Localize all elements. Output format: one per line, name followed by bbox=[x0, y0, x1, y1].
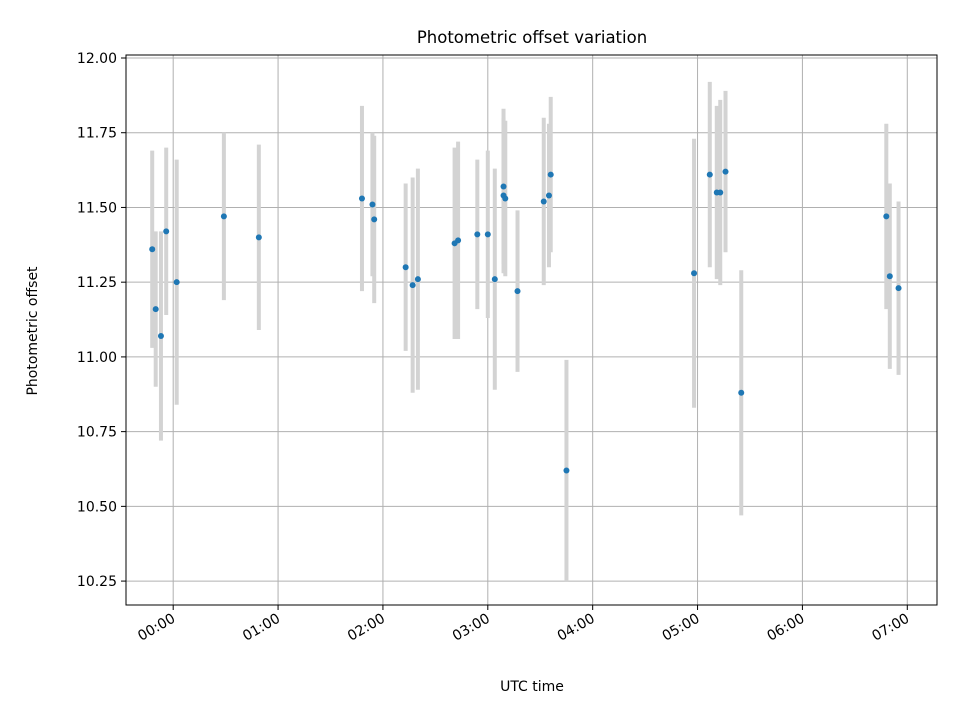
data-point bbox=[455, 237, 462, 244]
data-point bbox=[369, 201, 376, 208]
grid bbox=[126, 55, 937, 605]
data-point bbox=[883, 213, 890, 220]
y-axis-ticks: 10.25 10.50 10.75 11.00 11.25 11.50 11.75 12.00 bbox=[77, 51, 126, 590]
data-point bbox=[886, 273, 893, 280]
data-point bbox=[717, 189, 724, 196]
data-point bbox=[706, 171, 713, 178]
y-tick-label: 11.00 bbox=[77, 350, 117, 366]
x-axis-label: UTC time bbox=[500, 679, 564, 695]
data-point bbox=[491, 276, 498, 283]
data-point bbox=[514, 288, 521, 295]
data-point bbox=[152, 306, 159, 313]
data-point bbox=[149, 246, 156, 253]
data-point bbox=[540, 198, 547, 205]
data-point bbox=[220, 213, 227, 220]
data-point bbox=[484, 231, 491, 238]
data-point bbox=[500, 183, 507, 190]
data-point bbox=[163, 228, 170, 235]
data-point bbox=[173, 279, 180, 286]
data-point bbox=[358, 195, 365, 202]
y-tick-label: 11.75 bbox=[77, 126, 117, 142]
data-point bbox=[502, 195, 509, 202]
data-point bbox=[371, 216, 378, 223]
y-tick-label: 11.50 bbox=[77, 200, 117, 216]
data-point bbox=[691, 270, 698, 277]
y-tick-label: 11.25 bbox=[77, 275, 117, 291]
data-point bbox=[255, 234, 262, 241]
data-point bbox=[402, 264, 409, 271]
y-tick-label: 10.75 bbox=[77, 425, 117, 441]
data-point bbox=[474, 231, 481, 238]
data-point bbox=[409, 282, 416, 289]
y-axis-label: Photometric offset bbox=[25, 266, 41, 396]
data-point bbox=[157, 332, 164, 339]
data-point bbox=[563, 467, 570, 474]
y-tick-label: 12.00 bbox=[77, 51, 117, 67]
y-tick-label: 10.50 bbox=[77, 499, 117, 515]
data-points bbox=[149, 168, 902, 474]
data-point bbox=[895, 285, 902, 292]
data-point bbox=[722, 168, 729, 175]
data-point bbox=[547, 171, 554, 178]
data-point bbox=[545, 192, 552, 199]
chart-title: Photometric offset variation bbox=[417, 28, 647, 47]
plot-frame bbox=[125, 54, 938, 606]
data-point bbox=[414, 276, 421, 283]
data-point bbox=[738, 389, 745, 396]
y-tick-label: 10.25 bbox=[77, 574, 117, 590]
